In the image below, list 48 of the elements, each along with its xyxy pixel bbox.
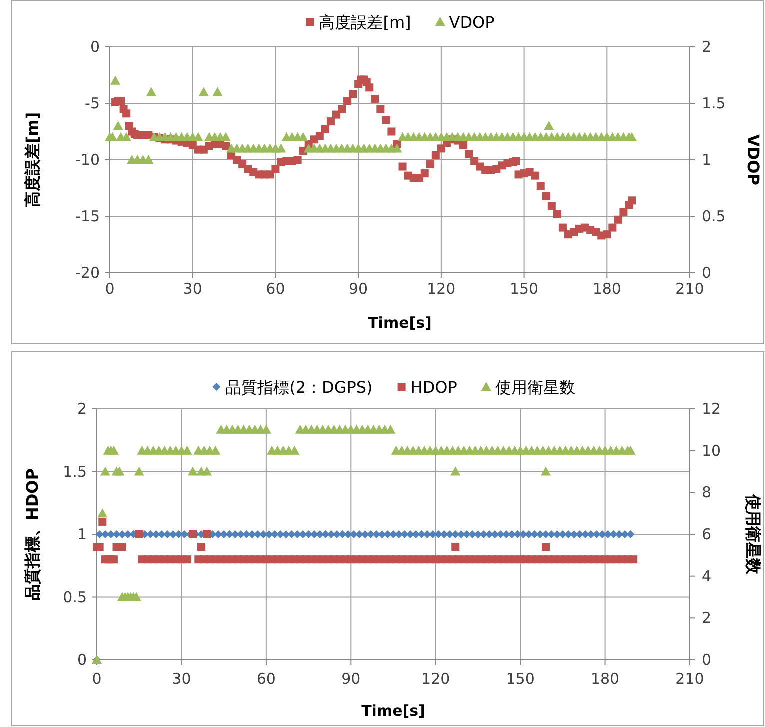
x-tick-label: 30 — [183, 280, 202, 298]
legend-label: 品質指標(2：DGPS) — [226, 378, 373, 397]
y2-tick-label: 8 — [702, 484, 712, 502]
legend-label: 高度誤差[m] — [319, 13, 412, 32]
legend-label: 使用衛星数 — [495, 378, 576, 397]
x-tick-label: 90 — [349, 280, 368, 298]
y-tick-label: 0 — [77, 651, 87, 669]
y-tick-label: -10 — [76, 151, 100, 169]
x-tick-label: 150 — [506, 670, 535, 688]
x-tick-label: 120 — [422, 670, 450, 688]
x-tick-label: 90 — [342, 670, 361, 688]
y-tick-label: 2 — [77, 400, 87, 418]
x-axis-title: Time[s] — [368, 314, 432, 332]
y-axis-title: 品質指標、HDOP — [23, 468, 42, 600]
x-axis-title: Time[s] — [362, 702, 426, 720]
y-tick-label: 1.5 — [63, 462, 87, 481]
y2-tick-label: 4 — [702, 567, 712, 586]
y2-axis-title: 使用衛星数 — [744, 494, 763, 576]
y2-tick-label: 0 — [702, 264, 712, 282]
y2-tick-label: 2 — [702, 38, 712, 56]
x-tick-label: 180 — [592, 280, 622, 298]
y-tick-label: -5 — [85, 94, 100, 112]
x-tick-label: 60 — [266, 280, 286, 298]
x-tick-label: 120 — [427, 280, 456, 298]
x-tick-label: 60 — [256, 670, 276, 688]
y2-tick-label: 2 — [702, 609, 712, 628]
y-axis-title: 高度誤差[m] — [23, 112, 42, 208]
legend-label: VDOP — [449, 13, 496, 32]
y-tick-label: 1 — [77, 526, 87, 544]
y-tick-label: 0.5 — [63, 588, 87, 606]
y-tick-label: -15 — [76, 208, 100, 226]
y-tick-label: 0 — [90, 38, 100, 56]
y2-tick-label: 1.5 — [702, 94, 726, 112]
y2-axis-title: VDOP — [744, 134, 763, 186]
y2-tick-label: 0 — [702, 651, 712, 669]
x-tick-label: 180 — [590, 670, 620, 688]
x-tick-label: 0 — [105, 280, 115, 298]
x-tick-label: 210 — [676, 280, 704, 298]
x-tick-label: 150 — [510, 280, 539, 298]
x-tick-label: 30 — [172, 670, 192, 688]
legend-label: HDOP — [410, 378, 458, 397]
y-tick-label: -20 — [76, 264, 100, 282]
y2-tick-label: 12 — [702, 400, 722, 418]
y2-tick-label: 10 — [702, 442, 722, 460]
y2-tick-label: 0.5 — [702, 208, 726, 226]
x-tick-label: 210 — [676, 670, 704, 688]
y2-tick-label: 6 — [702, 526, 712, 544]
y2-tick-label: 1 — [702, 151, 712, 169]
